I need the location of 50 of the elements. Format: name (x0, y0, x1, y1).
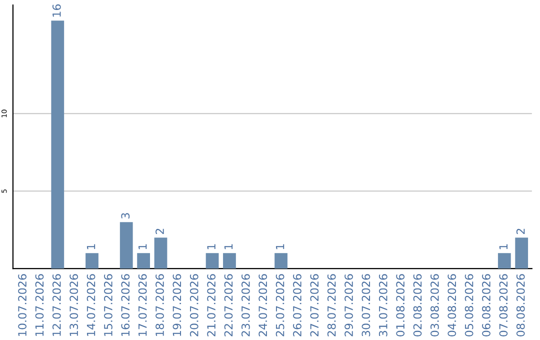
bar (86, 253, 98, 269)
bar (274, 253, 288, 269)
x-tick-label: 15.07.2026 (104, 274, 112, 336)
bar (120, 222, 133, 269)
bar (515, 238, 528, 269)
x-tick-label: 24.07.2026 (258, 274, 268, 336)
bar (498, 253, 511, 269)
data-label: 2 (516, 228, 525, 234)
data-label: 1 (138, 244, 147, 250)
x-tick-label: 29.07.2026 (344, 274, 353, 336)
x-tick-label: 20.07.2026 (190, 274, 198, 336)
data-label: 16 (52, 4, 61, 17)
x-tick-label: 12.07.2026 (52, 274, 61, 336)
bar (51, 20, 64, 269)
data-label: 1 (207, 244, 216, 250)
x-tick-label: 16.07.2026 (121, 274, 130, 336)
x-tick-label: 08.08.2026 (516, 274, 525, 336)
x-tick-label: 30.07.2026 (362, 274, 370, 336)
x-tick-label: 11.07.2026 (35, 274, 44, 336)
x-tick-label: 26.07.2026 (293, 274, 302, 336)
x-tick-label: 06.08.2026 (482, 274, 490, 336)
bar (206, 253, 219, 269)
data-label: 1 (86, 244, 96, 250)
x-tick-label: 02.08.2026 (413, 274, 422, 336)
x-tick-label: 23.07.2026 (241, 274, 250, 336)
x-tick-label: 07.08.2026 (499, 274, 508, 336)
x-tick-label: 21.07.2026 (207, 274, 216, 336)
x-tick-label: 10.07.2026 (18, 274, 26, 336)
bar (154, 238, 168, 269)
bar (137, 253, 150, 269)
x-tick-label: 13.07.2026 (70, 274, 78, 336)
x-tick-label: 18.07.2026 (156, 274, 164, 336)
x-tick-label: 05.08.2026 (464, 274, 474, 336)
x-tick-label: 14.07.2026 (86, 274, 96, 336)
data-label: 3 (121, 213, 130, 218)
x-tick-label: 27.07.2026 (310, 274, 319, 336)
x-tick-label: 22.07.2026 (224, 274, 233, 336)
x-tick-label: 19.07.2026 (172, 274, 182, 336)
x-tick-label: 04.08.2026 (448, 274, 456, 336)
x-tick-label: 31.07.2026 (378, 274, 388, 336)
x-tick-label: 03.08.2026 (430, 274, 439, 336)
bar (223, 253, 236, 269)
x-tick-label: 17.07.2026 (138, 274, 147, 336)
x-tick-label: 28.07.2026 (327, 274, 336, 336)
x-tick-label: 01.08.2026 (396, 274, 405, 336)
data-label: 1 (224, 244, 233, 250)
x-tick-label: 25.07.2026 (276, 274, 284, 336)
data-label: 2 (156, 228, 164, 234)
data-label: 1 (499, 244, 508, 250)
data-label: 1 (276, 244, 284, 250)
